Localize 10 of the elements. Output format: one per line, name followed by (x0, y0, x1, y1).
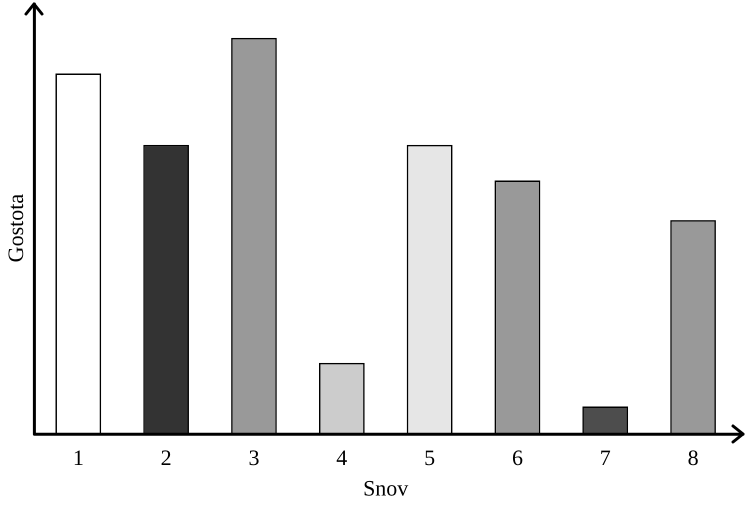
x-tick-label: 6 (512, 445, 523, 470)
x-tick-label: 8 (688, 445, 699, 470)
x-tick-label: 7 (600, 445, 611, 470)
x-tick-label: 1 (72, 445, 84, 470)
x-tick-label: 5 (424, 445, 436, 470)
x-tick-label: 4 (336, 445, 348, 470)
x-tick-label: 2 (160, 445, 172, 470)
x-axis-title: Snov (363, 476, 408, 501)
y-axis-title: Gostota (2, 194, 28, 262)
x-tick-label: 3 (248, 445, 260, 470)
